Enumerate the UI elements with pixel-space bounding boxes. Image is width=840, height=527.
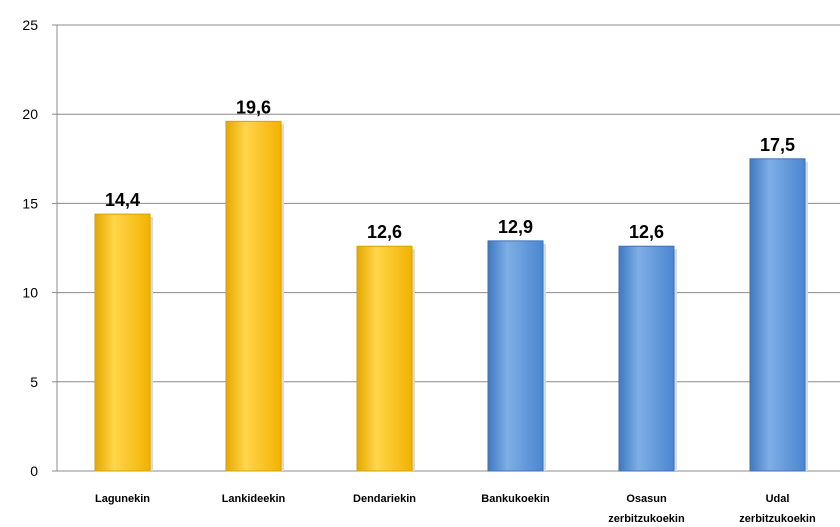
bar [749,158,806,472]
bar [225,120,282,472]
y-axis-ticks: 0 5 10 15 20 25 [22,17,57,479]
data-label: 12,9 [498,217,533,237]
y-tick-label: 25 [22,17,38,33]
data-labels: 14,4 19,6 12,6 12,9 12,6 17,5 [105,97,795,242]
x-category-label: Lagunekin [95,493,150,505]
x-category-label: Lankideekin [222,493,286,505]
bars [94,120,808,472]
x-category-label: Udal [766,493,790,505]
x-axis-categories: Lagunekin Lankideekin Dendariekin Bankukoek… [95,493,816,525]
bar [487,240,544,472]
y-tick-label: 0 [30,463,38,479]
y-tick-label: 20 [22,106,38,122]
x-category-label: zerbitzukoekin [739,513,816,525]
data-label: 12,6 [629,222,664,242]
x-category-label: Bankukoekin [481,493,550,505]
y-tick-label: 10 [22,285,38,301]
data-label: 17,5 [760,135,795,155]
axes [56,25,840,472]
bar [356,245,413,472]
y-tick-label: 5 [30,374,38,390]
gridlines [57,24,840,383]
bar [94,213,151,472]
y-tick-label: 15 [22,195,38,211]
data-label: 12,6 [367,222,402,242]
x-category-label: zerbitzukoekin [608,513,685,525]
data-label: 19,6 [236,97,271,117]
x-category-label: Dendariekin [353,493,416,505]
bar [618,245,675,472]
data-label: 14,4 [105,190,140,210]
x-category-label: Osasun [626,493,667,505]
